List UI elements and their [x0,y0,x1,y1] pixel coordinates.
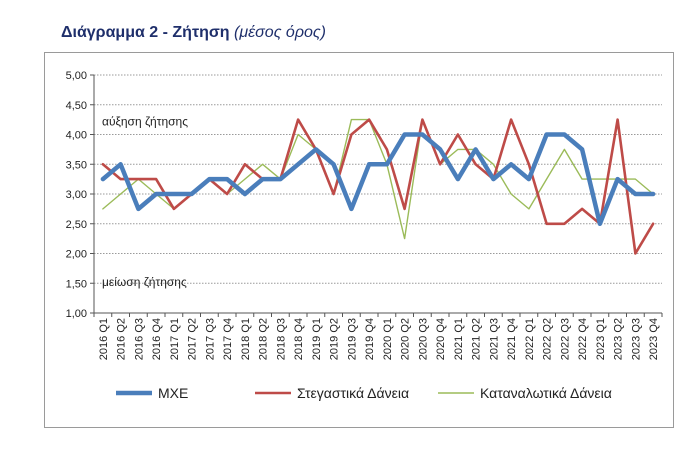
annotation-demand-increase: αύξηση ζήτησης [102,115,188,129]
x-tick-label: 2022 Q3 [559,318,571,360]
x-tick-label: 2018 Q3 [275,318,287,360]
x-tick-label: 2017 Q2 [187,318,199,360]
x-tick-label: 2019 Q3 [346,318,358,360]
y-tick-label: 4,50 [66,100,87,112]
y-tick-label: 4,00 [66,130,87,142]
x-tick-label: 2017 Q1 [169,318,181,360]
y-tick-label: 1,00 [66,308,87,320]
x-tick-label: 2023 Q2 [613,318,625,360]
y-tick-label: 2,00 [66,249,87,261]
x-tick-label: 2019 Q4 [364,318,376,360]
legend-label: ΜΧΕ [158,385,188,401]
chart-frame [44,52,674,428]
chart-title-row: Διάγραμμα 2 - Ζήτηση (μέσος όρος) [61,24,326,42]
x-tick-label: 2021 Q2 [471,318,483,360]
x-tick-label: 2019 Q1 [311,318,323,360]
x-tick-label: 2022 Q2 [542,318,554,360]
x-tick-label: 2023 Q4 [648,318,660,360]
y-tick-label: 3,00 [66,189,87,201]
y-tick-label: 1,50 [66,278,87,290]
legend-label: Καταναλωτικά Δάνεια [480,385,612,401]
x-tick-label: 2017 Q3 [204,318,216,360]
x-tick-label: 2023 Q3 [630,318,642,360]
y-tick-label: 2,50 [66,219,87,231]
x-tick-label: 2022 Q4 [577,318,589,360]
x-tick-label: 2021 Q1 [453,318,465,360]
x-tick-label: 2020 Q2 [400,318,412,360]
y-tick-label: 3,50 [66,159,87,171]
x-tick-label: 2018 Q1 [240,318,252,360]
legend-label: Στεγαστικά Δάνεια [297,385,409,401]
x-tick-label: 2018 Q4 [293,318,305,360]
x-tick-label: 2016 Q2 [116,318,128,360]
x-tick-label: 2023 Q1 [595,318,607,360]
x-tick-label: 2020 Q3 [417,318,429,360]
x-tick-label: 2021 Q3 [488,318,500,360]
x-tick-label: 2022 Q1 [524,318,536,360]
x-tick-label: 2020 Q1 [382,318,394,360]
x-tick-label: 2017 Q4 [222,318,234,360]
y-tick-label: 5,00 [66,70,87,82]
x-tick-label: 2018 Q2 [258,318,270,360]
x-tick-label: 2016 Q3 [133,318,145,360]
x-tick-label: 2016 Q4 [151,318,163,360]
annotation-demand-decrease: μείωση ζήτησης [102,275,187,289]
series-line-1 [100,132,656,227]
x-tick-label: 2020 Q4 [435,318,447,360]
chart-title: Διάγραμμα 2 - Ζήτηση [61,24,230,41]
x-tick-label: 2021 Q4 [506,318,518,360]
x-tick-label: 2016 Q1 [98,318,110,360]
chart-subtitle: (μέσος όρος) [234,24,326,41]
x-tick-label: 2019 Q2 [329,318,341,360]
